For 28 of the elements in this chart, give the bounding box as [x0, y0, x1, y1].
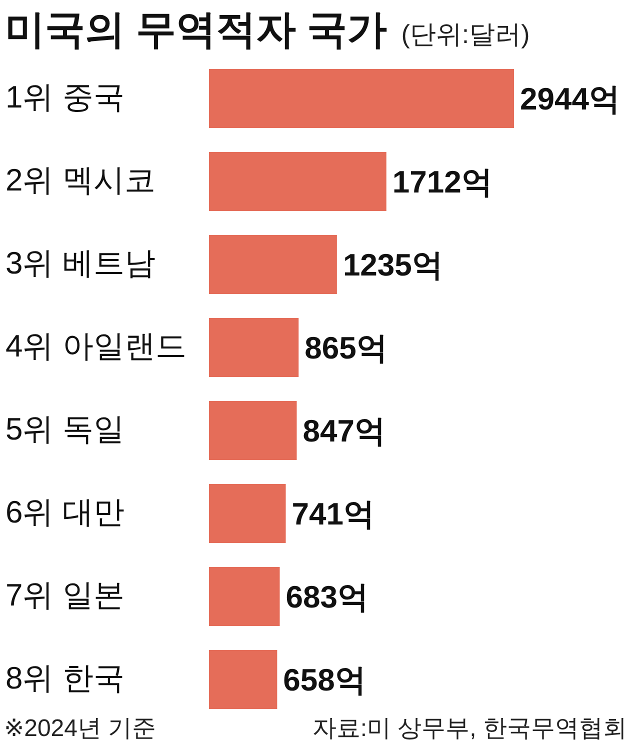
data-label: 2944억: [520, 82, 620, 116]
text: ※2024년 기준: [4, 714, 156, 744]
data-label: 1712억: [392, 164, 492, 200]
chart-subtitle: (단위:달러): [401, 18, 530, 51]
bar: [209, 318, 299, 377]
data-label: 683억: [286, 580, 368, 614]
y-tick-label: 2위 멕시코: [6, 162, 156, 198]
data-label: 865억: [304, 330, 388, 366]
chart-title: 미국의 무역적자 국가: [5, 7, 388, 54]
data-label: 741억: [292, 496, 374, 532]
bar: [209, 567, 280, 626]
data-label: 658억: [283, 662, 366, 698]
bar: [209, 152, 386, 211]
bar: [209, 650, 278, 709]
y-tick-label: 8위 한국: [6, 660, 124, 696]
bar: [209, 401, 297, 460]
data-label: 1235억: [342, 248, 443, 282]
bar: [209, 69, 514, 128]
y-tick-label: 4위 아일랜드: [6, 328, 186, 364]
bar: [209, 484, 286, 543]
y-tick-label: 5위 독일: [6, 412, 124, 446]
y-tick-label: 1위 중국: [6, 80, 124, 114]
y-tick-label: 3위 베트남: [6, 246, 156, 280]
data-label: 847억: [302, 414, 386, 448]
annotation: 자료:미 상무부, 한국무역협회: [312, 714, 627, 744]
y-tick-label: 6위 대만: [6, 494, 124, 530]
y-tick-label: 7위 일본: [6, 578, 124, 612]
bar: [209, 235, 337, 294]
